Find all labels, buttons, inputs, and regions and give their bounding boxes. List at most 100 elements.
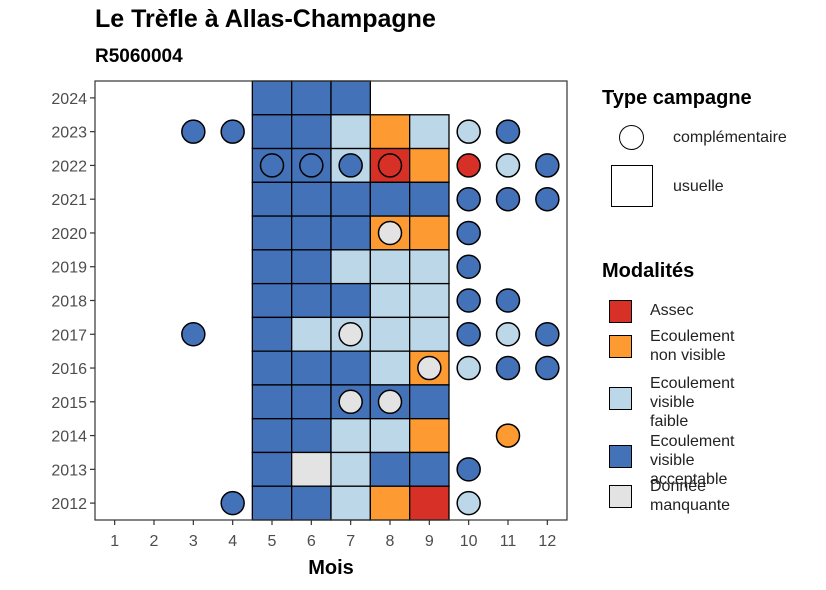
legend-modalites-title: Modalités: [602, 260, 695, 282]
tile-2020-9: [409, 215, 450, 251]
tile-2013-6: [291, 451, 332, 487]
point-2022-7: [338, 153, 363, 178]
tile-2023-5: [251, 114, 293, 150]
x-tick-label: 7: [346, 533, 355, 550]
tile-2021-7: [330, 181, 371, 217]
chart-title: Le Trèfle à Allas-Champagne: [95, 5, 436, 33]
point-2022-5: [259, 153, 285, 178]
legend-swatch: [609, 300, 632, 323]
legend-label-line: Ecoulement: [650, 433, 735, 450]
tile-2016-5: [251, 350, 293, 386]
y-tick-label: 2015: [51, 395, 87, 412]
tile-2016-6: [291, 350, 332, 386]
legend-swatch: [609, 445, 632, 468]
point-2016-11: [495, 355, 521, 381]
point-2021-12: [535, 186, 560, 212]
tile-2019-5: [251, 249, 293, 285]
point-2022-11: [495, 153, 521, 178]
y-tick-label: 2018: [51, 294, 87, 311]
y-tick-label: 2022: [51, 158, 87, 175]
tile-2014-6: [291, 418, 332, 454]
y-tick-label: 2017: [51, 327, 87, 344]
y-tick-label: 2020: [51, 226, 87, 243]
tile-2012-6: [291, 485, 332, 521]
point-2018-10: [456, 288, 481, 313]
point-2023-11: [495, 119, 521, 144]
point-2012-10: [456, 490, 481, 516]
tile-2019-7: [330, 249, 371, 285]
tile-2014-9: [409, 418, 450, 454]
legend-label-line: Ecoulement: [650, 328, 735, 345]
x-axis-title: Mois: [308, 557, 354, 579]
tile-2021-9: [409, 181, 450, 217]
tile-2024-5: [251, 80, 293, 116]
tile-2023-6: [291, 114, 332, 150]
tile-2017-6: [291, 316, 332, 352]
legend-type-title: Type campagne: [602, 87, 752, 109]
tile-2013-8: [369, 451, 411, 487]
tile-2019-6: [291, 249, 332, 285]
legend-label: Donnée manquante: [650, 477, 760, 515]
tile-2016-7: [330, 350, 371, 386]
legend-label-line: visible: [650, 394, 695, 411]
tile-2018-5: [251, 282, 293, 319]
point-2019-10: [456, 254, 481, 279]
tile-2014-5: [251, 418, 293, 454]
point-2022-6: [299, 153, 324, 178]
point-2014-11: [495, 423, 521, 448]
point-2020-10: [456, 220, 481, 246]
point-2020-8: [377, 220, 403, 246]
point-2016-12: [535, 355, 560, 381]
x-tick-label: 9: [425, 533, 434, 550]
legend-label-line: manquante: [650, 497, 731, 514]
tile-2021-6: [291, 181, 332, 217]
legend-label: Assec: [650, 301, 760, 320]
point-2023-3: [181, 119, 206, 144]
point-2016-9: [417, 355, 442, 381]
point-2018-11: [495, 288, 521, 313]
legend-label: Ecoulement visible faible: [650, 374, 760, 431]
y-tick-label: 2023: [51, 125, 87, 142]
tile-2021-5: [251, 181, 293, 217]
tile-2019-9: [409, 249, 450, 285]
point-2017-11: [495, 322, 521, 347]
x-tick-label: 8: [386, 533, 395, 550]
y-tick-label: 2012: [51, 496, 87, 513]
tile-2016-8: [369, 350, 411, 386]
point-2015-8: [377, 389, 403, 415]
legend-label: Ecoulement visible acceptable: [650, 432, 760, 489]
tile-2019-8: [369, 249, 411, 285]
tile-2015-9: [409, 384, 450, 420]
legend-swatch: [609, 387, 632, 410]
point-2016-10: [456, 355, 481, 381]
tile-2020-5: [251, 215, 293, 251]
tile-2014-8: [369, 418, 411, 454]
legend-label-line: non visible: [650, 347, 726, 364]
tile-2012-8: [369, 485, 411, 521]
legend-label-line: acceptable: [650, 471, 728, 488]
point-2022-8: [377, 153, 403, 178]
point-2012-4: [220, 490, 245, 516]
tile-2023-7: [330, 114, 371, 150]
x-tick-label: 12: [538, 533, 556, 550]
y-tick-label: 2014: [51, 429, 87, 446]
tile-2015-6: [291, 384, 332, 420]
legend-label-complementaire: complémentaire: [673, 129, 787, 146]
tile-2012-5: [251, 485, 293, 521]
legend-label-line: Ecoulement: [650, 375, 735, 392]
x-tick-label: 2: [150, 533, 159, 550]
point-2015-7: [338, 389, 363, 415]
legend-label-usuelle: usuelle: [673, 178, 724, 195]
tile-2013-5: [251, 451, 293, 487]
tile-2015-5: [251, 384, 293, 420]
x-tick-label: 4: [228, 533, 237, 550]
point-2021-11: [495, 186, 521, 212]
legend-square-marker: [611, 165, 653, 207]
tile-2014-7: [330, 418, 371, 454]
x-tick-label: 5: [268, 533, 277, 550]
y-tick-label: 2024: [51, 91, 87, 108]
x-tick-label: 3: [189, 533, 198, 550]
tile-2020-7: [330, 215, 371, 251]
tile-2018-6: [291, 282, 332, 319]
